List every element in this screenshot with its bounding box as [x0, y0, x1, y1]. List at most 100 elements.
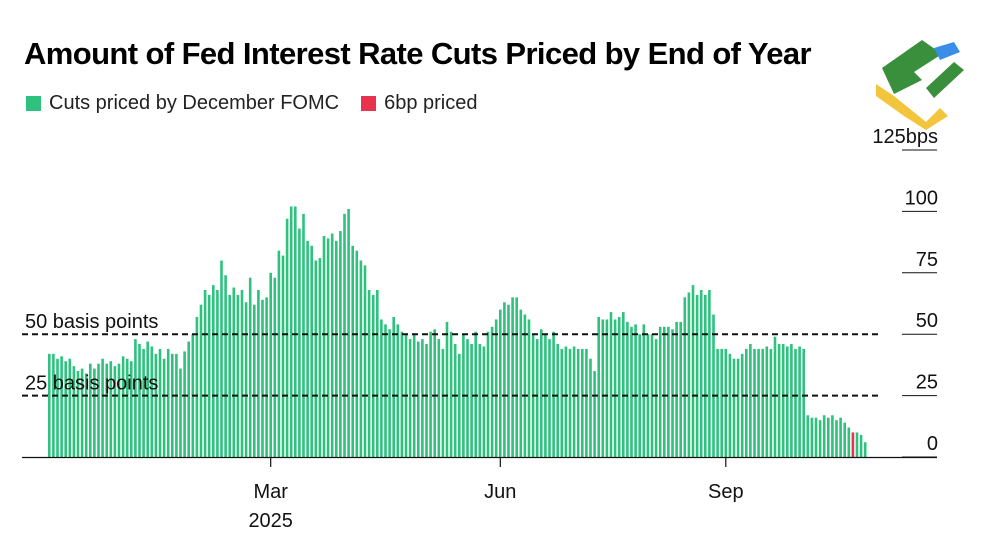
bar: [638, 334, 641, 457]
bar: [97, 363, 100, 457]
bar: [134, 339, 137, 457]
bar: [634, 324, 637, 457]
bar: [265, 297, 268, 457]
bar: [687, 292, 691, 457]
bar: [388, 329, 391, 457]
bar: [593, 371, 596, 457]
bar: [601, 319, 605, 457]
bar: [720, 348, 723, 457]
bar: [281, 255, 285, 457]
bar: [458, 353, 461, 457]
bar: [228, 294, 231, 457]
bar: [72, 366, 76, 457]
bar: [753, 348, 756, 457]
bar: [359, 260, 363, 457]
bar: [179, 368, 182, 457]
bar: [745, 348, 748, 457]
bar: [761, 348, 764, 457]
bar: [392, 317, 395, 457]
bar: [355, 250, 359, 457]
legend-swatch-cuts: [26, 96, 41, 111]
bar: [318, 258, 322, 457]
bar: [839, 417, 842, 457]
bar: [576, 348, 580, 457]
bar: [203, 289, 207, 457]
bar: [712, 314, 715, 457]
y-tick-label: 25: [916, 372, 938, 394]
bar: [499, 309, 502, 457]
bar: [597, 317, 600, 457]
bar: [831, 415, 834, 457]
bar: [859, 434, 863, 457]
legend-item-6bp: 6bp priced: [361, 92, 477, 115]
bar: [433, 329, 436, 457]
bar: [48, 353, 51, 457]
bar: [613, 319, 617, 457]
legend-item-cuts: Cuts priced by December FOMC: [26, 92, 339, 115]
bar: [667, 326, 670, 457]
highlight-bar: [851, 432, 855, 457]
y-tick-label: 0: [927, 433, 938, 455]
bar: [630, 326, 633, 457]
bar: [740, 353, 744, 457]
bar: [363, 265, 367, 457]
bar: [523, 314, 527, 457]
bar: [769, 348, 773, 457]
bar: [515, 297, 518, 457]
bar: [56, 358, 59, 457]
bar: [540, 329, 543, 457]
chart-title: Amount of Fed Interest Rate Cuts Priced …: [24, 36, 812, 71]
bar: [277, 250, 281, 457]
bar: [658, 326, 662, 457]
bar: [699, 289, 703, 457]
bar: [494, 319, 498, 457]
bar: [80, 368, 84, 457]
bar: [757, 348, 760, 457]
bar: [207, 294, 211, 457]
bar: [273, 277, 277, 457]
bar: [490, 326, 494, 457]
bar: [663, 326, 666, 457]
bar: [236, 294, 240, 457]
bar: [843, 422, 846, 457]
bar: [626, 321, 629, 457]
bar: [535, 339, 539, 457]
bar: [695, 294, 699, 457]
bar: [417, 341, 420, 457]
bar: [470, 344, 473, 457]
bar: [527, 319, 531, 457]
bar: [798, 346, 801, 457]
bar: [244, 302, 248, 457]
bar: [716, 348, 719, 457]
bar: [466, 339, 469, 457]
y-tick-label: 100: [905, 187, 938, 209]
reference-label: 50 basis points: [25, 311, 158, 333]
bar: [261, 299, 264, 457]
bar: [199, 304, 203, 457]
bar: [773, 336, 777, 457]
bar: [310, 245, 313, 457]
bar: [195, 317, 199, 457]
bar: [384, 324, 387, 457]
bar: [786, 346, 789, 457]
bar: [400, 331, 404, 457]
bar: [240, 289, 244, 457]
bar: [704, 294, 707, 457]
bar: [585, 348, 588, 457]
bar: [68, 358, 72, 457]
bar: [212, 285, 215, 457]
bar: [609, 312, 613, 457]
bar: [158, 348, 162, 457]
bar: [248, 277, 252, 457]
bar: [105, 363, 108, 457]
bar: [60, 356, 63, 457]
bar: [777, 344, 781, 457]
bar: [486, 331, 490, 457]
bar: [749, 344, 752, 457]
bar: [724, 348, 728, 457]
bar: [371, 294, 375, 457]
bar: [76, 371, 80, 457]
bar: [708, 289, 711, 457]
bar: [564, 346, 568, 457]
